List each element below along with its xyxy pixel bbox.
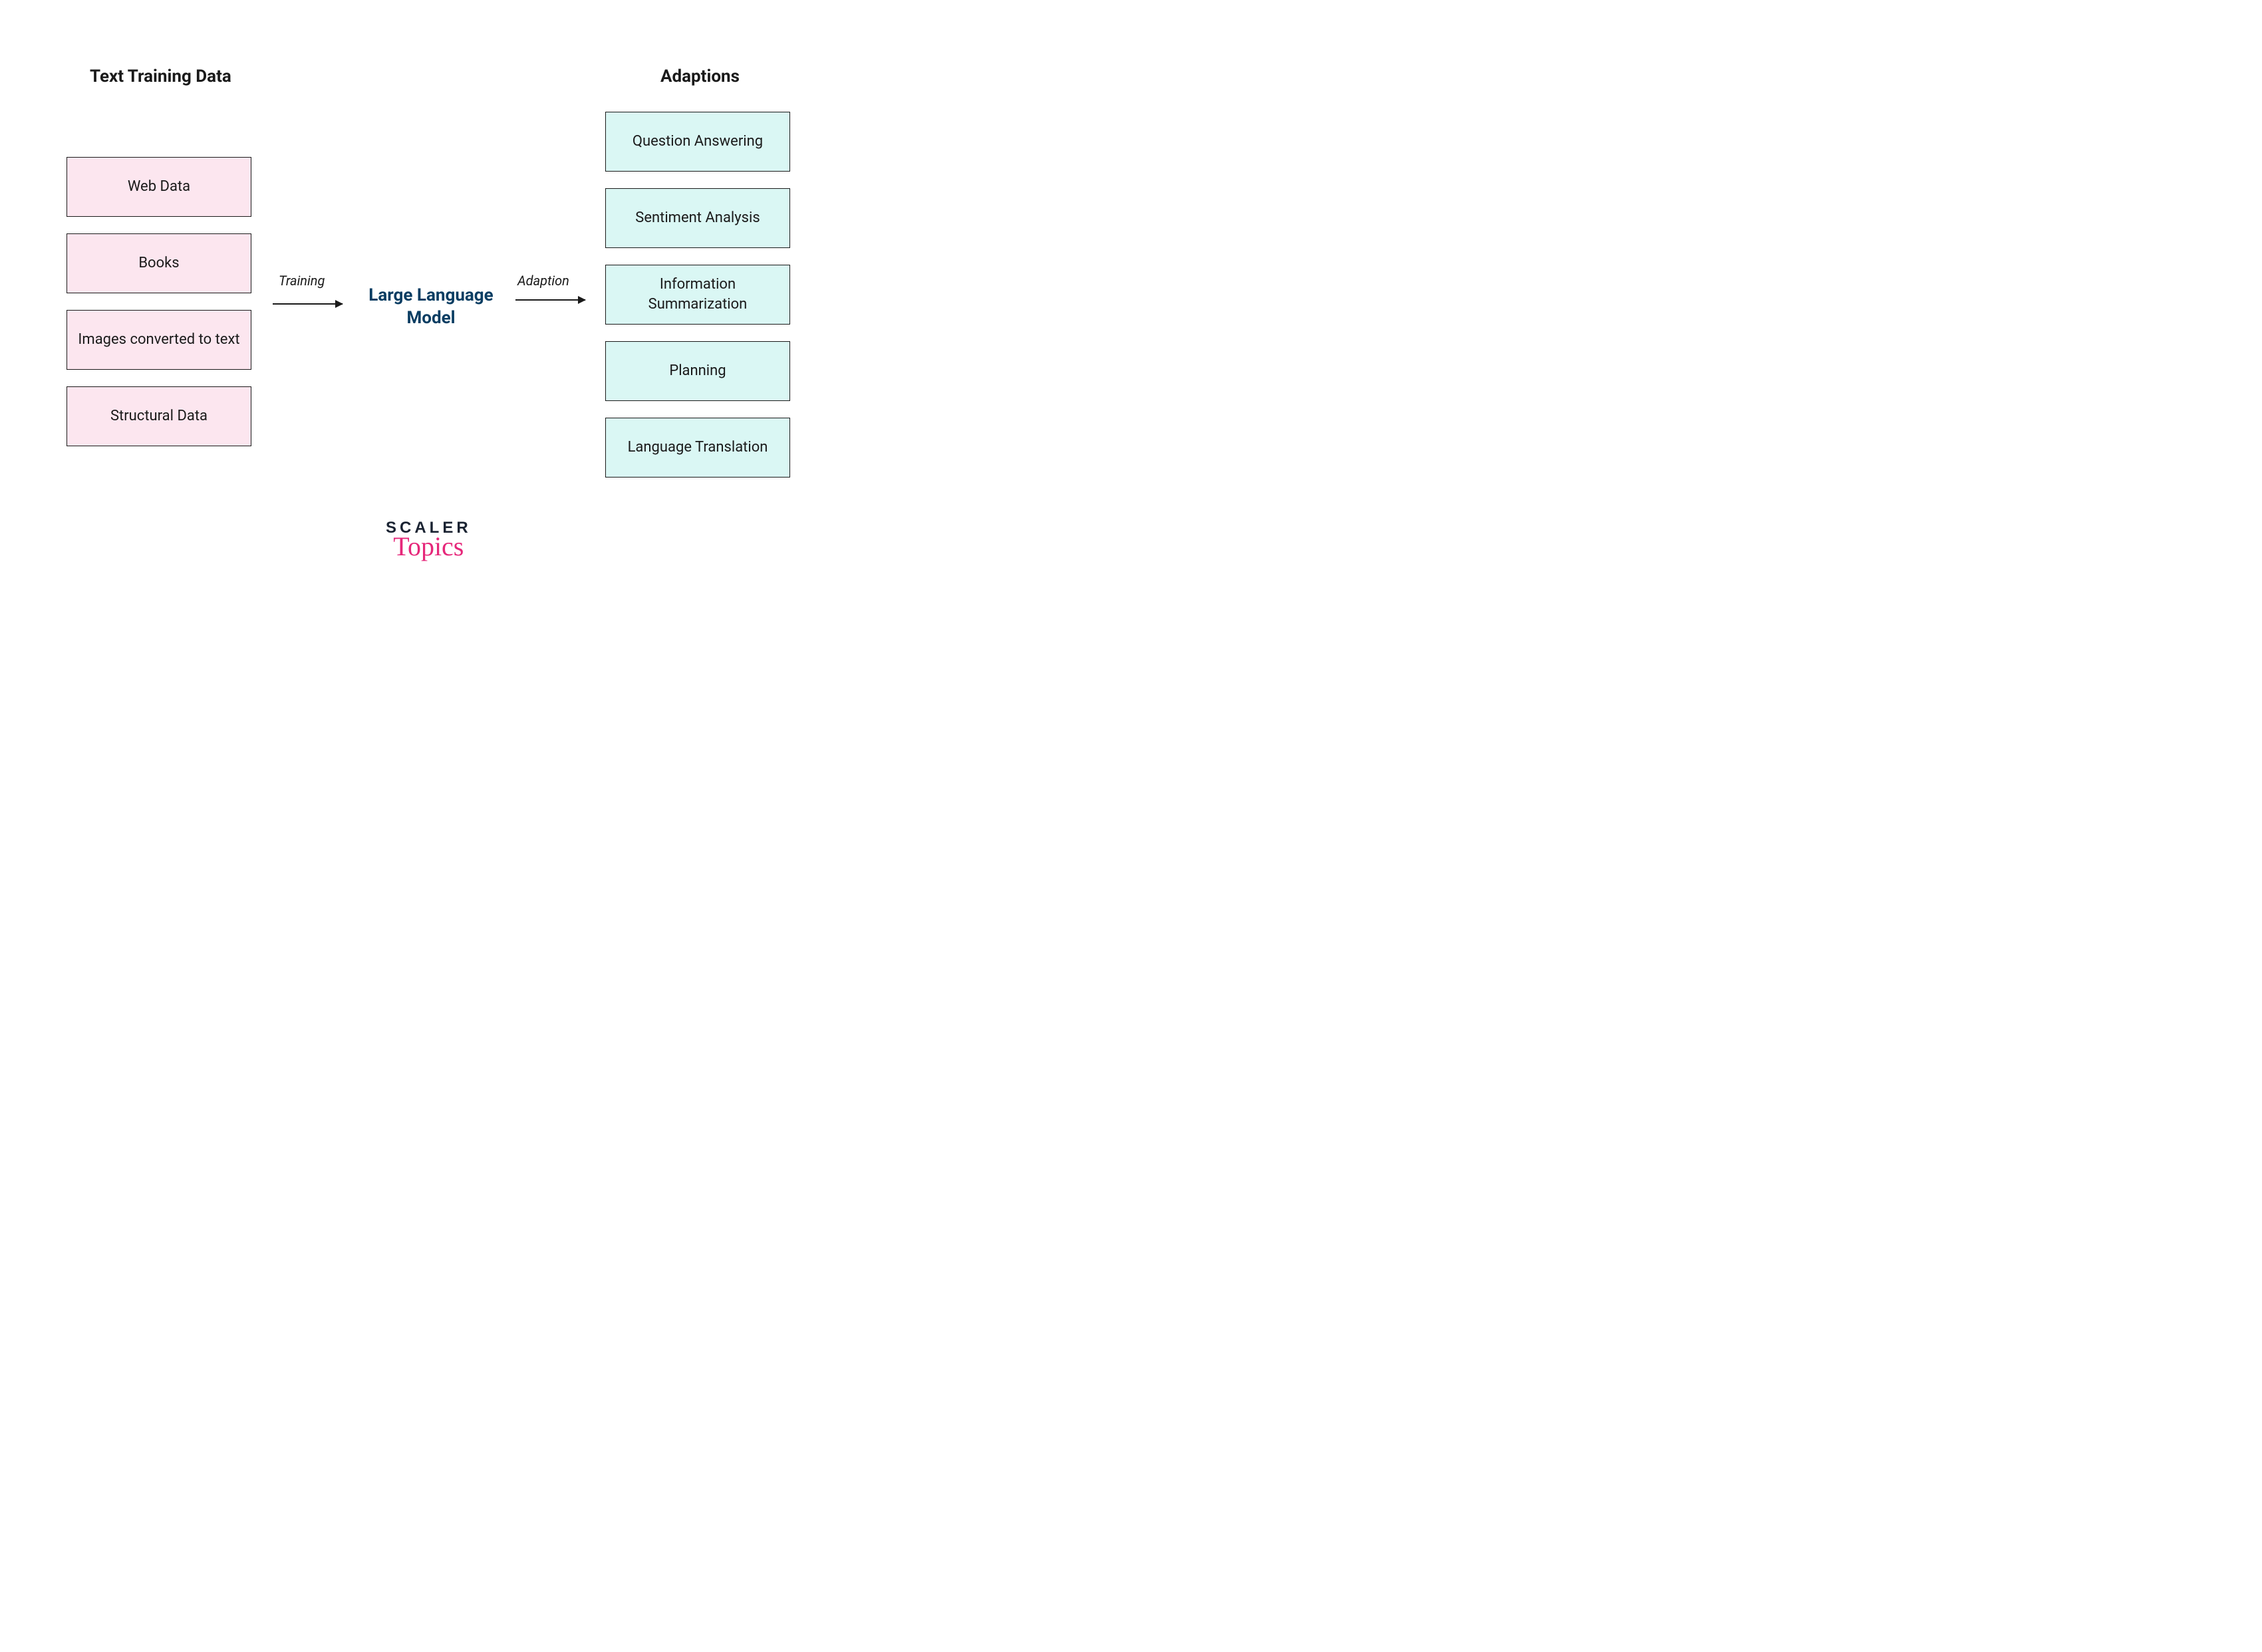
output-box: Information Summarization	[605, 265, 790, 325]
output-box: Planning	[605, 341, 790, 401]
output-box: Question Answering	[605, 112, 790, 172]
arrow-training-label: Training	[279, 273, 325, 289]
arrow-adaption	[515, 299, 585, 301]
output-box: Language Translation	[605, 418, 790, 478]
center-line2: Model	[407, 308, 456, 328]
input-box: Structural Data	[67, 386, 251, 446]
right-heading: Adaptions	[660, 67, 740, 86]
input-box: Web Data	[67, 157, 251, 217]
left-heading: Text Training Data	[90, 67, 231, 86]
input-box: Books	[67, 233, 251, 293]
logo-bottom: Topics	[386, 531, 472, 562]
arrow-adaption-label: Adaption	[517, 273, 569, 289]
input-box: Images converted to text	[67, 310, 251, 370]
logo: SCALER Topics	[386, 519, 472, 562]
center-line1: Large Language	[368, 285, 493, 305]
center-node-label: Large Language Model	[364, 285, 497, 330]
arrow-training	[273, 303, 343, 305]
output-box: Sentiment Analysis	[605, 188, 790, 248]
